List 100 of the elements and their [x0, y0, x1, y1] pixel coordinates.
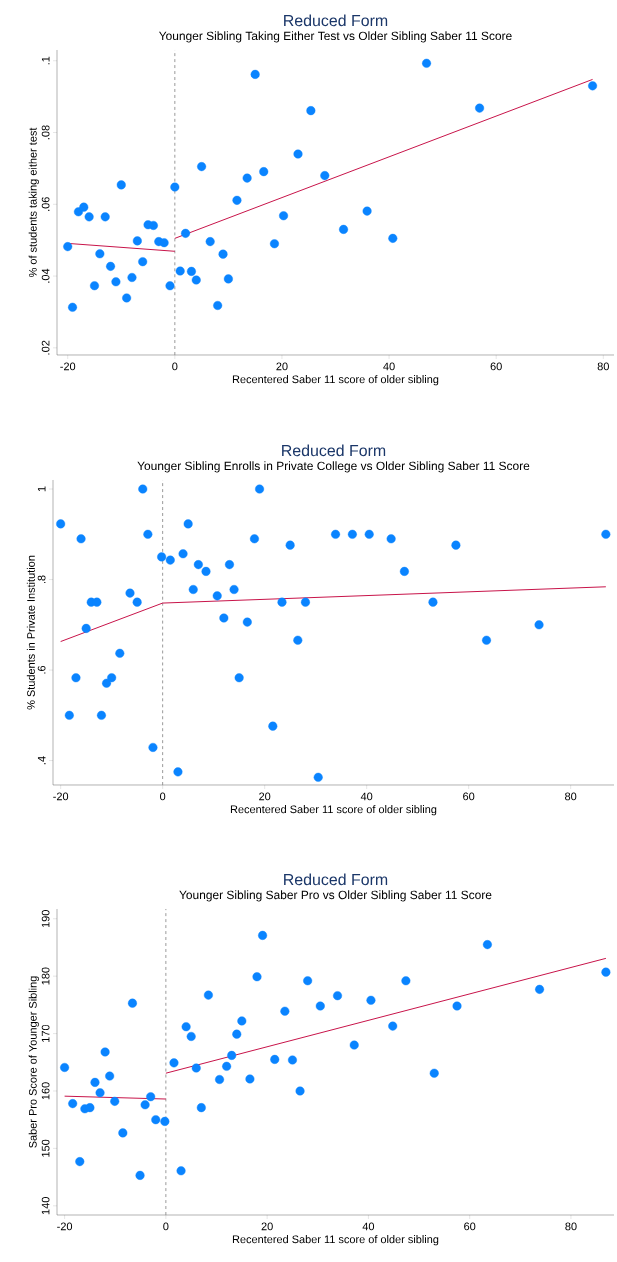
point — [76, 534, 86, 544]
point — [255, 484, 265, 494]
point — [106, 261, 116, 271]
point — [89, 281, 99, 291]
point — [186, 266, 196, 276]
point — [219, 613, 229, 623]
point — [362, 206, 372, 216]
point — [105, 1071, 115, 1081]
point — [429, 1068, 439, 1078]
point — [85, 1103, 95, 1113]
point — [127, 998, 137, 1008]
y-axis-title: % Students in Private Institution — [26, 555, 35, 710]
y-tick-label: 170 — [41, 1024, 50, 1042]
chart-subtitle: Younger Sibling Taking Either Test vs Older Sibling Saber 11 Score — [159, 31, 512, 43]
point — [68, 1099, 78, 1109]
point — [259, 167, 269, 177]
point — [212, 591, 222, 601]
x-tick-label: 0 — [163, 1222, 169, 1231]
point — [280, 1006, 290, 1016]
point — [229, 585, 239, 594]
y-axis-title: Saber Pro Score of Younger Sibling — [28, 976, 39, 1148]
point — [160, 1116, 170, 1126]
y-tick-label: .4 — [37, 756, 46, 765]
x-tick-label: 80 — [597, 362, 609, 371]
y-tick-label: .08 — [41, 125, 50, 140]
point — [95, 1088, 105, 1098]
y-tick-label: .06 — [41, 197, 50, 211]
y-axis-title: % of students taking either test — [28, 127, 39, 278]
x-tick-label: 20 — [276, 362, 288, 371]
point — [140, 1100, 150, 1110]
x-tick-label: -20 — [53, 792, 69, 801]
y-tick-label: 160 — [41, 1082, 50, 1100]
x-tick-label: 40 — [362, 1222, 375, 1231]
point — [181, 1022, 191, 1032]
x-axis-title: Recentered Saber 11 score of older sibling — [232, 375, 439, 386]
point — [197, 162, 207, 172]
point — [222, 1061, 232, 1071]
point — [75, 1157, 85, 1167]
point — [215, 1075, 225, 1085]
point — [100, 212, 110, 222]
point — [64, 710, 74, 720]
x-tick-label: 80 — [565, 792, 577, 801]
point — [92, 597, 102, 607]
x-tick-label: -20 — [60, 362, 76, 371]
point — [143, 529, 153, 539]
point — [249, 534, 259, 544]
chart-subtitle: Younger Sibling Enrolls in Private College vs Older Sibling Saber 11 Score — [137, 461, 530, 473]
point — [306, 106, 316, 116]
point — [303, 976, 313, 986]
x-tick-label: 60 — [490, 362, 502, 371]
point — [601, 529, 611, 539]
point — [213, 300, 223, 310]
point — [90, 1077, 100, 1087]
point — [132, 236, 142, 246]
point — [205, 237, 215, 247]
point — [138, 257, 148, 267]
x-tick-label: 40 — [360, 792, 373, 801]
point — [201, 566, 211, 576]
point — [315, 1001, 325, 1011]
point — [224, 560, 234, 570]
point — [482, 940, 492, 950]
chart-subtitle: Younger Sibling Saber Pro vs Older Sibling Saber 11 Score — [179, 890, 492, 902]
point — [258, 930, 268, 940]
point — [399, 566, 409, 576]
point — [96, 710, 106, 720]
point — [313, 772, 323, 782]
point — [232, 195, 242, 205]
point — [81, 623, 91, 633]
point — [95, 249, 105, 259]
point — [63, 242, 73, 252]
point — [279, 211, 289, 221]
point — [320, 171, 330, 181]
x-tick-label: 0 — [160, 792, 166, 801]
point — [366, 995, 376, 1005]
chart-title: Reduced Form — [282, 444, 386, 457]
point — [178, 549, 188, 559]
point — [333, 991, 343, 1001]
point — [237, 1016, 247, 1026]
point — [165, 281, 175, 291]
point — [388, 233, 398, 243]
point — [173, 767, 183, 777]
point — [588, 81, 598, 91]
x-tick-label: 20 — [261, 1222, 273, 1231]
point — [56, 519, 66, 529]
x-tick-label: 0 — [172, 362, 178, 371]
point — [71, 673, 81, 683]
chart-title: Reduced Form — [284, 873, 388, 886]
point — [127, 272, 137, 282]
point — [176, 1166, 186, 1176]
point — [181, 228, 191, 238]
point — [191, 275, 201, 285]
x-tick-label: 60 — [464, 1222, 476, 1231]
point — [451, 540, 461, 550]
point — [116, 180, 126, 190]
x-tick-label: -20 — [57, 1222, 73, 1231]
point — [293, 635, 303, 645]
point — [277, 597, 287, 607]
point — [232, 1029, 242, 1039]
point — [68, 302, 78, 312]
point — [269, 239, 279, 249]
